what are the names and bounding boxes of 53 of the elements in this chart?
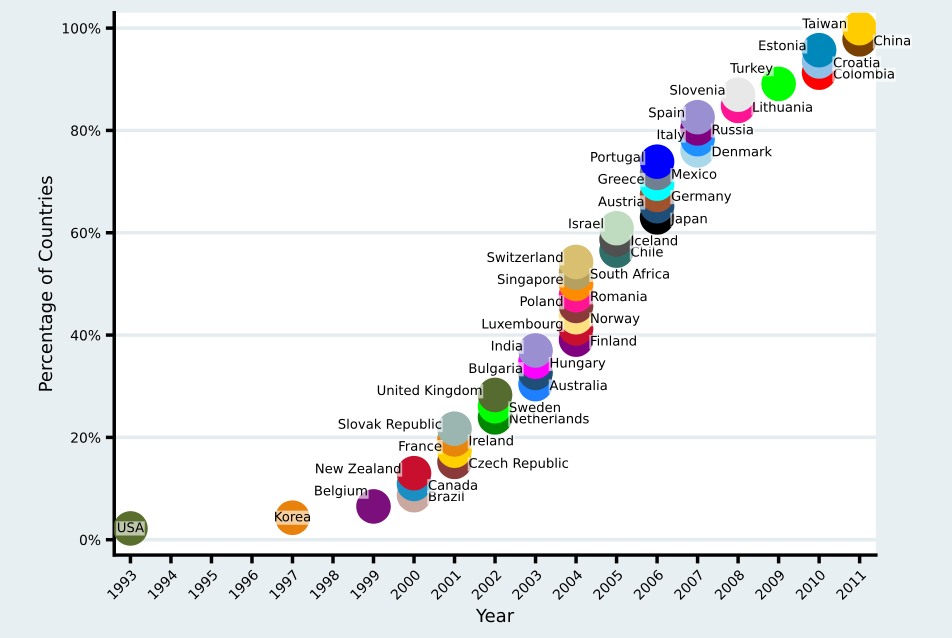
annotation: Mexico	[672, 168, 716, 179]
annotation: India	[492, 340, 522, 351]
annotation: New Zealand	[316, 463, 400, 474]
x-axis-title: Year	[476, 608, 514, 622]
y-tick-label: 80%	[71, 125, 100, 136]
y-tick-label: 0%	[80, 534, 100, 546]
annotation: Israel	[569, 218, 603, 228]
annotation: Belgium	[315, 485, 367, 498]
annotation: Iceland	[632, 235, 678, 246]
y-tick-label: 60%	[71, 228, 100, 238]
annotation: Korea	[275, 512, 310, 522]
y-axis-title: Percentage of Countries	[38, 176, 56, 391]
y-tick-label: 20%	[71, 432, 100, 443]
annotation: Russia	[712, 124, 753, 134]
y-tick-label: 100%	[62, 23, 100, 34]
annotation: Slovak Republic	[338, 418, 442, 432]
annotation: Czech Republic	[469, 458, 568, 471]
y-tick-label: 40%	[70, 330, 100, 341]
annotation: France	[399, 441, 442, 451]
annotation: Lithuania	[753, 102, 812, 112]
annotation: Denmark	[712, 146, 772, 156]
annotation: Portugal	[591, 152, 644, 164]
annotation: United Kingdom	[378, 384, 482, 398]
annotation: Canada	[428, 480, 477, 490]
annotation: Norway	[591, 313, 640, 326]
annotation: Germany	[672, 190, 732, 204]
annotation: Chile	[631, 246, 663, 257]
annotation: Estonia	[759, 40, 806, 50]
annotation: Ireland	[470, 435, 513, 446]
annotation: Turkey	[730, 62, 773, 76]
annotation: USA	[118, 522, 144, 532]
annotation: Croatia	[834, 57, 880, 68]
annotation: Netherlands	[510, 413, 589, 424]
annotation: Italy	[658, 129, 685, 142]
annotation: Brazil	[429, 491, 464, 502]
annotation: Slovenia	[670, 84, 724, 95]
annotation: Austria	[598, 196, 644, 206]
annotation: Hungary	[550, 358, 606, 370]
annotation: Romania	[591, 291, 646, 302]
annotation: Poland	[520, 296, 562, 306]
annotation: Greece	[598, 174, 644, 184]
annotation: Bulgaria	[470, 362, 522, 376]
annotation: Taiwan	[802, 18, 846, 28]
annotation: Luxembourg	[482, 318, 562, 332]
annotation: Singapore	[498, 274, 563, 287]
annotation: Switzerland	[487, 252, 562, 262]
annotation: Colombia	[834, 68, 894, 79]
annotation: Sweden	[510, 402, 560, 412]
annotation: Finland	[591, 336, 636, 346]
annotation: Australia	[550, 380, 607, 390]
annotation: Spain	[649, 107, 684, 120]
annotation: China	[874, 35, 910, 46]
annotation: South Africa	[590, 268, 669, 279]
